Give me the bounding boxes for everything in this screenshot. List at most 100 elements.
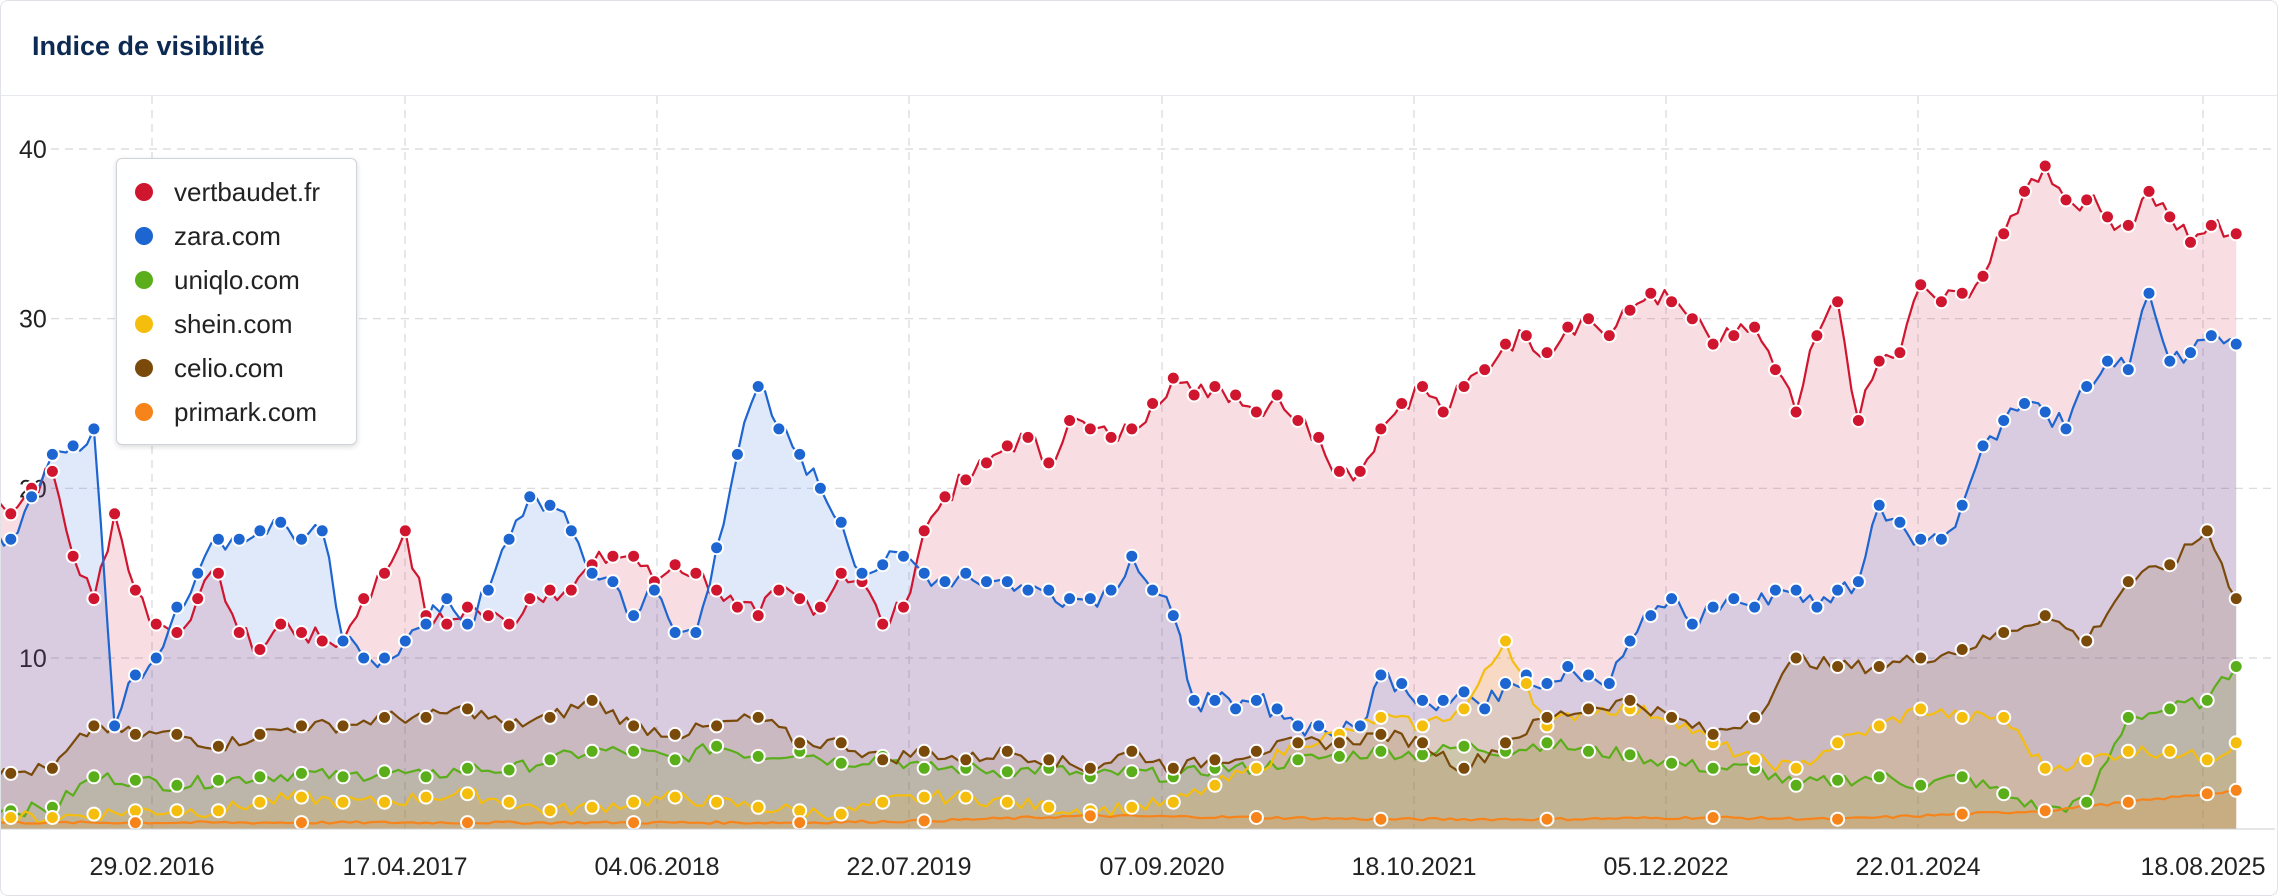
data-point: [1124, 548, 1140, 564]
data-point: [3, 765, 19, 781]
data-point: [1207, 692, 1223, 708]
data-point: [1373, 667, 1389, 683]
legend-item[interactable]: celio.com: [135, 353, 284, 383]
data-point: [1352, 463, 1368, 479]
legend-label: primark.com: [174, 396, 318, 427]
y-tick-label: 40: [19, 136, 47, 164]
data-point: [86, 718, 102, 734]
card-header: Indice de visibilité: [1, 1, 2277, 96]
data-point: [563, 582, 579, 598]
data-point: [314, 523, 330, 539]
data-point: [688, 625, 704, 640]
data-point: [979, 455, 994, 471]
data-point: [1892, 345, 1908, 361]
data-point: [1705, 810, 1721, 825]
legend-swatch: [135, 403, 153, 421]
data-point: [937, 574, 953, 590]
data-point: [294, 718, 309, 734]
data-point: [1684, 311, 1700, 327]
data-point: [1124, 421, 1140, 437]
data-point: [314, 633, 330, 649]
data-point: [1186, 387, 1202, 403]
data-point: [169, 599, 185, 615]
data-point: [2120, 743, 2136, 759]
data-point: [397, 523, 413, 539]
data-point: [335, 633, 351, 649]
data-point: [335, 769, 351, 785]
data-point: [792, 735, 808, 751]
data-point: [335, 718, 351, 734]
x-tick-label: 04.06.2018: [594, 853, 719, 881]
data-point: [1539, 735, 1555, 751]
data-point: [2183, 234, 2198, 250]
data-point: [667, 726, 683, 742]
data-point: [2203, 217, 2219, 233]
data-point: [1913, 531, 1929, 547]
series-area-vertbaudet.fr: [1, 166, 2237, 829]
data-point: [190, 591, 206, 607]
data-point: [1415, 379, 1430, 394]
data-point: [2162, 743, 2178, 759]
data-point: [626, 794, 642, 810]
data-point: [1664, 709, 1680, 725]
data-point: [1996, 413, 2012, 428]
data-point: [1705, 726, 1721, 742]
legend-item[interactable]: uniqlo.com: [135, 265, 300, 295]
legend-item[interactable]: vertbaudet.fr: [135, 177, 320, 207]
data-point: [999, 574, 1015, 590]
legend-item[interactable]: primark.com: [135, 397, 317, 427]
data-point: [1062, 413, 1078, 428]
data-point: [1331, 735, 1347, 751]
data-point: [1954, 769, 1970, 785]
data-point: [127, 726, 143, 742]
legend-label: zara.com: [174, 220, 281, 251]
data-point: [626, 608, 642, 624]
data-point: [916, 743, 932, 759]
data-point: [1539, 345, 1555, 361]
data-point: [1892, 514, 1908, 530]
series-area-zara.com: [1, 293, 2237, 829]
data-point: [1622, 302, 1638, 318]
data-point: [1705, 599, 1721, 615]
data-point: [1331, 748, 1347, 764]
data-point: [626, 718, 642, 734]
data-point: [1975, 438, 1991, 454]
data-point: [542, 497, 558, 513]
legend-item[interactable]: shein.com: [135, 309, 293, 339]
data-point: [1456, 701, 1472, 717]
data-point: [916, 813, 932, 829]
data-point: [44, 446, 60, 462]
data-point: [1830, 735, 1846, 751]
data-point: [252, 769, 268, 785]
data-point: [1456, 684, 1472, 700]
data-point: [1498, 676, 1513, 691]
data-point: [1145, 396, 1161, 411]
legend-item[interactable]: zara.com: [135, 221, 281, 251]
data-point: [1643, 608, 1659, 624]
legend-label: vertbaudet.fr: [174, 176, 320, 207]
data-point: [1041, 582, 1057, 598]
data-point: [1622, 747, 1638, 763]
data-point: [294, 815, 309, 831]
data-point: [501, 531, 517, 547]
data-point: [1830, 659, 1846, 674]
data-point: [377, 794, 392, 810]
data-point: [584, 565, 600, 581]
data-point: [2079, 752, 2095, 768]
data-point: [792, 446, 808, 462]
data-point: [1498, 336, 1513, 352]
data-point: [1954, 709, 1970, 725]
data-point: [1767, 582, 1783, 598]
data-point: [2203, 328, 2219, 344]
data-point: [1373, 811, 1389, 827]
data-point: [2120, 574, 2136, 590]
x-tick-label: 07.09.2020: [1099, 853, 1224, 881]
data-point: [1290, 752, 1306, 768]
data-point: [501, 616, 517, 632]
data-point: [854, 565, 870, 581]
data-point: [1622, 692, 1638, 708]
data-point: [1539, 709, 1555, 725]
data-point: [1331, 463, 1347, 479]
data-point: [1643, 285, 1659, 301]
data-point: [522, 489, 538, 505]
